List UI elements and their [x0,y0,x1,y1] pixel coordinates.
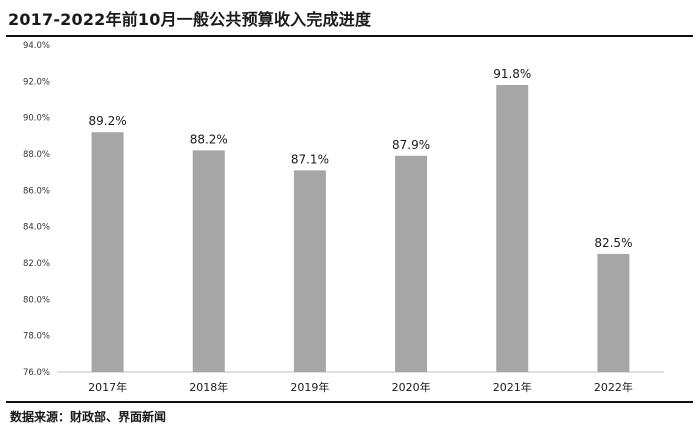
data-labels-group: 89.2% 88.2% 87.1% 87.9% 91.8% 82.5% [89,67,633,250]
data-label: 87.9% [392,138,430,152]
x-tick-label: 2017年 [88,380,127,394]
x-tick-label: 2018年 [189,380,228,394]
x-axis: 2017年 2018年 2019年 2020年 2021年 2022年 [88,380,633,394]
data-label: 82.5% [594,236,632,250]
y-tick-label: 90.0% [23,114,50,124]
y-tick-label: 78.0% [23,332,50,342]
bar [496,84,529,372]
footer-divider [6,401,693,403]
y-tick-label: 92.0% [23,77,50,87]
data-label: 89.2% [89,114,127,128]
y-tick-label: 88.0% [23,150,50,160]
source-note: 数据来源：财政部、界面新闻 [10,410,167,424]
data-label: 87.1% [291,152,329,166]
y-tick-label: 94.0% [23,41,50,51]
x-tick-label: 2020年 [392,380,431,394]
x-tick-label: 2019年 [290,380,329,394]
title-divider [6,35,693,37]
bar [192,150,225,372]
y-tick-label: 82.0% [23,259,50,269]
x-tick-label: 2022年 [594,380,633,394]
chart-title: 2017-2022年前10月一般公共预算收入完成进度 [8,10,372,29]
data-label: 88.2% [190,132,228,146]
bar [91,132,124,372]
y-tick-label: 76.0% [23,368,50,378]
y-tick-label: 84.0% [23,223,50,233]
bar [293,170,326,372]
bar [395,155,428,372]
y-tick-label: 86.0% [23,186,50,196]
y-axis: 76.0% 78.0% 80.0% 82.0% 84.0% 86.0% 88.0% 90.0%… [23,41,50,378]
data-label: 91.8% [493,67,531,81]
x-tick-label: 2021年 [493,380,532,394]
bars-group [91,84,630,372]
y-tick-label: 80.0% [23,295,50,305]
bar [597,253,630,372]
